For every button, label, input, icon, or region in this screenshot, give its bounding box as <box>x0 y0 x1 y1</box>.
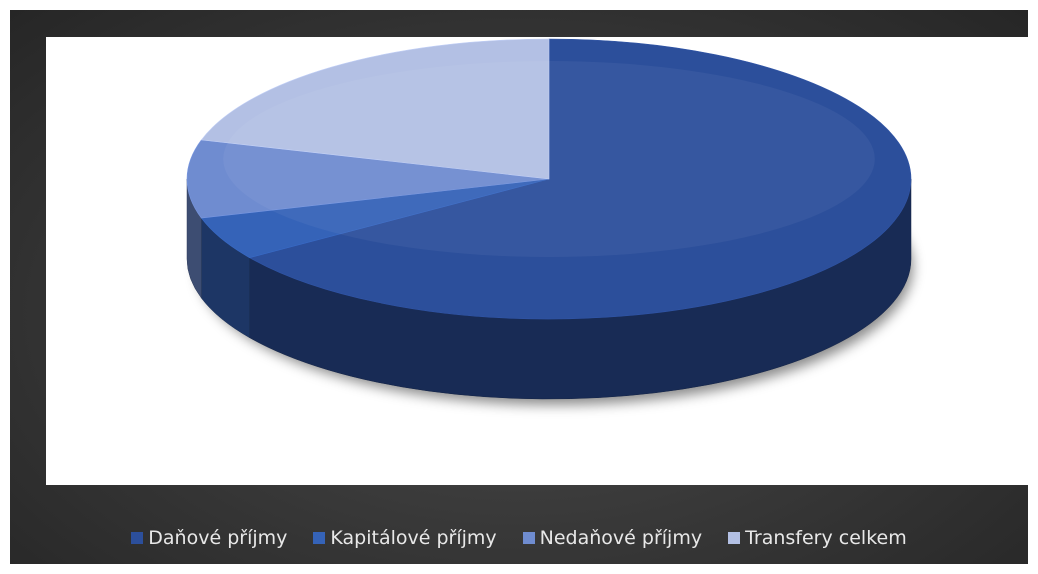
pie-highlight <box>223 61 875 257</box>
legend-label: Transfery celkem <box>745 527 907 549</box>
chart-frame: Daňové příjmy Kapitálové příjmy Nedaňové… <box>10 10 1028 564</box>
legend-swatch <box>728 532 741 544</box>
pie-chart <box>186 38 913 405</box>
legend-swatch <box>313 532 326 544</box>
legend-item-nedane: Nedaňové příjmy <box>522 527 703 549</box>
plot-area <box>46 37 1028 485</box>
legend-label: Daňové příjmy <box>148 527 288 549</box>
legend-label: Kapitálové příjmy <box>330 527 497 549</box>
pie-slice <box>200 38 550 180</box>
legend-label: Nedaňové příjmy <box>539 527 703 549</box>
legend-item-transfery: Transfery celkem <box>728 527 907 549</box>
legend-item-dane: Daňové příjmy <box>131 527 287 549</box>
pie-tops <box>186 38 912 320</box>
legend: Daňové příjmy Kapitálové příjmy Nedaňové… <box>10 527 1028 549</box>
legend-swatch <box>522 532 535 544</box>
pie-slice <box>186 139 550 219</box>
pie-slice <box>248 38 912 320</box>
pie-sides <box>186 178 912 400</box>
legend-item-kapital: Kapitálové příjmy <box>313 527 497 549</box>
legend-swatch <box>131 532 144 544</box>
